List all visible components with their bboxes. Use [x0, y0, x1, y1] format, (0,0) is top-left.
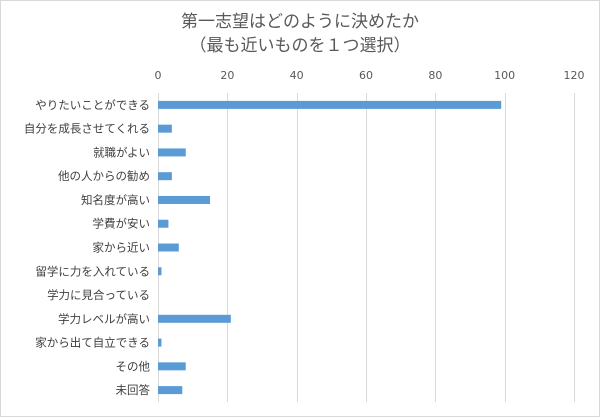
bar-6	[158, 219, 169, 228]
bar-4	[158, 172, 172, 181]
x-tick-label-40: 40	[290, 69, 304, 82]
category-label-5: 知名度が高い	[81, 193, 150, 207]
bar-1	[158, 100, 502, 109]
bar-5	[158, 195, 210, 204]
category-label-2: 自分を成長させてくれる	[24, 122, 150, 136]
x-tick-label-120: 120	[564, 69, 585, 82]
x-tick-label-60: 60	[359, 69, 373, 82]
category-label-7: 家から近い	[93, 241, 151, 255]
bar-3	[158, 148, 186, 157]
category-label-8: 留学に力を入れている	[35, 264, 150, 278]
bar-12	[158, 362, 186, 371]
category-label-10: 学力レベルが高い	[58, 312, 150, 326]
bar-10	[158, 314, 231, 323]
category-label-1: やりたいことができる	[35, 98, 150, 112]
chart-title: 第一志望はどのように決めたか （最も近いものを１つ選択）	[0, 10, 600, 58]
chart-title-line1: 第一志望はどのように決めたか	[181, 12, 419, 32]
category-label-3: 就職がよい	[93, 145, 150, 159]
chart-title-line2: （最も近いものを１つ選択）	[189, 36, 411, 56]
x-tick-label-0: 0	[155, 69, 162, 82]
x-tick-label-80: 80	[428, 69, 442, 82]
bar-13	[158, 386, 183, 395]
category-label-4: 他の人からの勧め	[58, 169, 150, 183]
category-label-6: 学費が安い	[93, 217, 151, 231]
category-label-12: その他	[116, 359, 151, 373]
bar-7	[158, 243, 179, 252]
x-tick-label-20: 20	[220, 69, 234, 82]
category-label-9: 学力に見合っている	[47, 288, 150, 302]
bar-8	[158, 267, 162, 276]
x-tick-label-100: 100	[494, 69, 515, 82]
bar-2	[158, 124, 172, 133]
category-label-11: 家から出て自立できる	[35, 336, 150, 350]
bar-11	[158, 338, 162, 347]
category-label-13: 未回答	[116, 383, 151, 397]
